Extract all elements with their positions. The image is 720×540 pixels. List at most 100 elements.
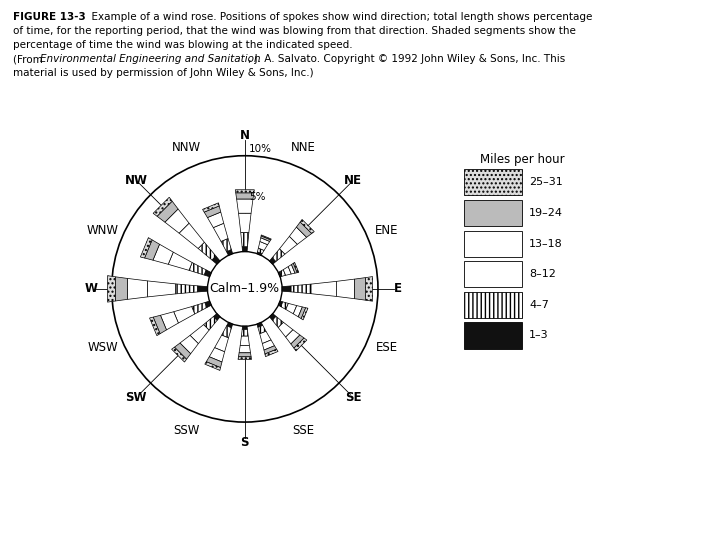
Text: SW: SW [125,391,147,404]
Polygon shape [278,322,293,337]
Polygon shape [212,256,220,264]
Polygon shape [204,206,221,218]
Polygon shape [264,346,276,354]
Polygon shape [280,269,286,276]
Text: 8–12: 8–12 [529,269,556,279]
Text: Example of a wind rose. Positions of spokes show wind direction; total length sh: Example of a wind rose. Positions of spo… [85,12,593,22]
Text: ESE: ESE [375,341,397,354]
Polygon shape [291,335,304,348]
Polygon shape [174,307,194,323]
Bar [464,292,522,318]
Polygon shape [261,235,271,240]
Polygon shape [165,209,189,233]
Text: 4–7: 4–7 [529,300,549,310]
Text: of time, for the reporting period, that the wind was blowing from that direction: of time, for the reporting period, that … [13,26,576,36]
Polygon shape [297,222,312,237]
Text: percentage of time the wind was blowing at the indicated speed.: percentage of time the wind was blowing … [13,40,353,50]
Polygon shape [239,346,251,353]
Polygon shape [242,247,248,252]
Text: NW: NW [125,174,148,187]
Polygon shape [227,322,233,328]
Polygon shape [288,265,295,274]
Polygon shape [127,279,148,299]
Polygon shape [204,301,211,308]
Polygon shape [260,331,271,343]
Polygon shape [272,316,284,328]
Polygon shape [261,236,271,241]
Polygon shape [294,338,307,351]
Polygon shape [300,219,314,233]
Polygon shape [269,314,276,320]
Polygon shape [157,201,178,222]
Polygon shape [207,357,222,368]
Polygon shape [204,316,217,330]
Text: FIGURE 13-3: FIGURE 13-3 [13,12,86,22]
Polygon shape [176,284,197,294]
Polygon shape [189,262,206,275]
Text: All Rights Reserved: All Rights Reserved [432,523,520,532]
Text: Environmental Engineering and Sanitation: Environmental Engineering and Sanitation [40,54,261,64]
Polygon shape [174,343,191,359]
Polygon shape [227,249,233,255]
Polygon shape [148,281,176,297]
Polygon shape [207,212,224,227]
Polygon shape [286,330,300,344]
Polygon shape [281,302,289,309]
Polygon shape [301,308,308,320]
Polygon shape [107,276,115,302]
Polygon shape [282,286,291,292]
Bar [464,170,522,195]
Text: WNW: WNW [87,224,119,237]
Polygon shape [336,279,354,299]
Polygon shape [262,340,274,350]
Text: NE: NE [344,174,362,187]
Text: (From: (From [13,54,46,64]
Bar [464,200,522,226]
Text: Basic Environmental Technology, Sixth Edition: Basic Environmental Technology, Sixth Ed… [11,510,220,519]
Polygon shape [221,239,231,252]
Text: E: E [395,282,402,295]
Polygon shape [215,335,228,352]
Polygon shape [202,203,219,212]
Polygon shape [210,348,225,362]
Polygon shape [289,227,307,244]
Polygon shape [179,223,204,248]
Text: Copyright © 2015 by Pearson Education, Inc.: Copyright © 2015 by Pearson Education, I… [432,510,636,519]
Text: Miles per hour: Miles per hour [480,153,564,166]
Polygon shape [257,252,262,255]
Polygon shape [240,232,249,247]
Text: WSW: WSW [88,341,118,354]
Bar [464,322,522,348]
Polygon shape [241,329,248,336]
Polygon shape [222,326,232,338]
Text: 10%: 10% [249,144,272,153]
Polygon shape [279,272,282,277]
Bar [464,231,522,256]
Polygon shape [293,306,302,317]
Text: Larry A. Nathanson | Richard A. Schneider: Larry A. Nathanson | Richard A. Schneide… [11,523,201,532]
Polygon shape [150,317,160,336]
Polygon shape [153,244,174,264]
Polygon shape [235,193,254,199]
Polygon shape [204,362,220,370]
Polygon shape [298,307,306,319]
Polygon shape [354,278,365,300]
Polygon shape [257,322,263,327]
Polygon shape [237,199,253,213]
Text: 19–24: 19–24 [529,208,563,218]
Polygon shape [311,281,336,296]
Polygon shape [293,262,299,273]
Text: ALWAYS LEARNING: ALWAYS LEARNING [11,522,143,535]
Polygon shape [204,270,211,277]
Polygon shape [171,347,186,362]
Polygon shape [153,315,166,334]
Text: SSW: SSW [173,424,199,437]
Polygon shape [283,267,292,275]
Polygon shape [190,325,209,343]
Text: NNE: NNE [291,140,316,154]
Polygon shape [365,276,372,301]
Polygon shape [265,349,278,356]
Polygon shape [145,240,160,260]
Polygon shape [238,213,251,232]
Polygon shape [269,258,276,264]
